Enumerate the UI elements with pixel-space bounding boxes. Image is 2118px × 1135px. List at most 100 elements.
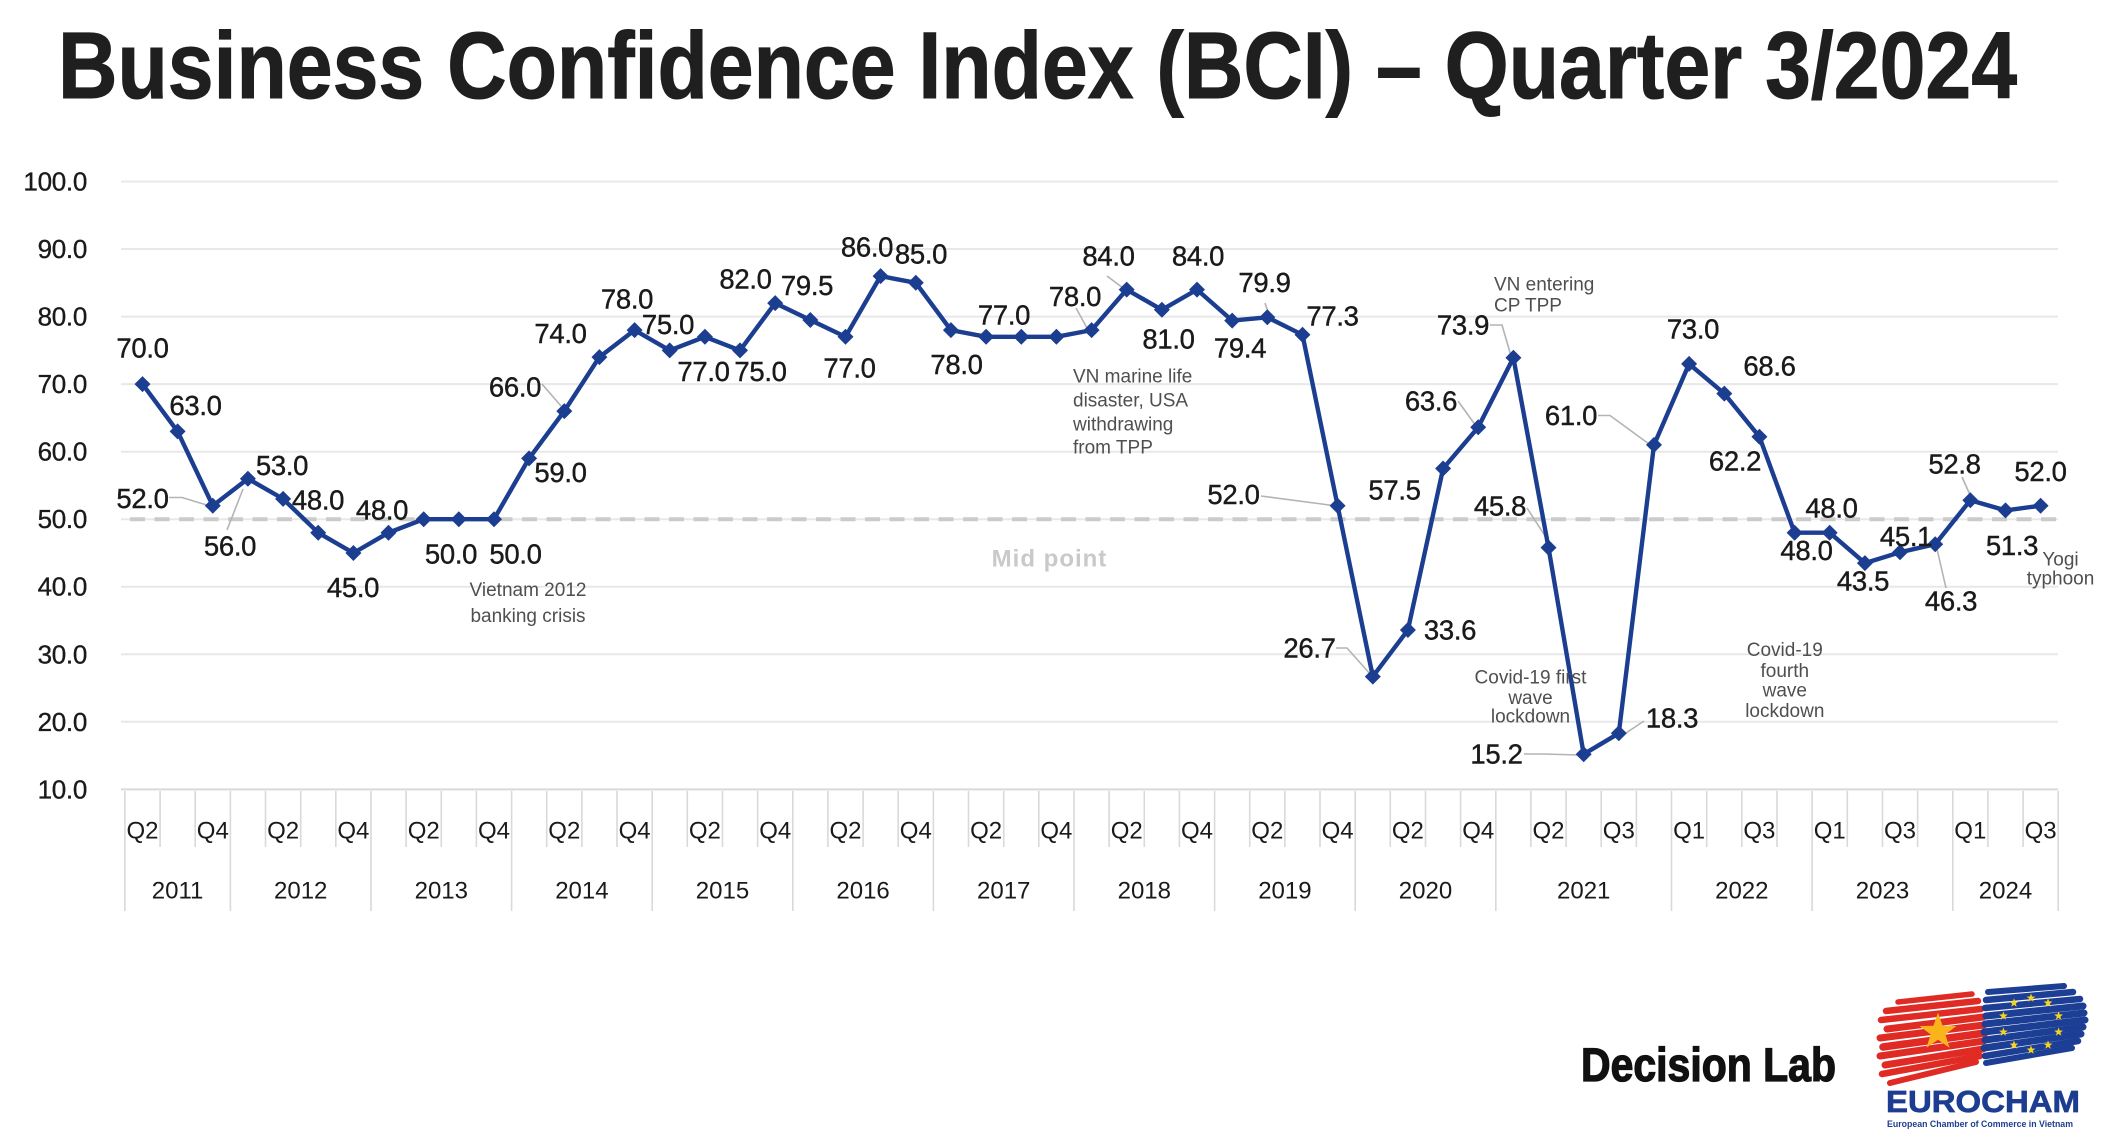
svg-text:15.2: 15.2 — [1470, 739, 1522, 770]
svg-text:60.0: 60.0 — [38, 437, 87, 467]
svg-text:Q3: Q3 — [1884, 818, 1916, 845]
svg-text:20.0: 20.0 — [38, 707, 87, 737]
svg-text:2017: 2017 — [977, 878, 1030, 905]
svg-text:from TPP: from TPP — [1073, 438, 1153, 459]
svg-text:Q3: Q3 — [2025, 818, 2057, 845]
svg-text:typhoon: typhoon — [2027, 569, 2095, 590]
svg-text:lockdown: lockdown — [1491, 707, 1570, 728]
svg-text:45.1: 45.1 — [1880, 521, 1932, 552]
svg-text:30.0: 30.0 — [38, 639, 87, 669]
svg-text:2022: 2022 — [1715, 878, 1768, 905]
svg-text:Q2: Q2 — [1111, 818, 1143, 845]
svg-text:Q4: Q4 — [1181, 818, 1213, 845]
svg-text:62.2: 62.2 — [1709, 446, 1761, 477]
svg-text:46.3: 46.3 — [1925, 586, 1977, 617]
svg-text:Q4: Q4 — [1462, 818, 1494, 845]
svg-text:48.0: 48.0 — [356, 495, 408, 526]
svg-text:73.9: 73.9 — [1437, 310, 1489, 341]
svg-text:Q2: Q2 — [1251, 818, 1283, 845]
svg-text:78.0: 78.0 — [601, 284, 653, 315]
svg-text:Q2: Q2 — [408, 818, 440, 845]
svg-text:CP TPP: CP TPP — [1494, 296, 1562, 317]
svg-text:Mid point: Mid point — [992, 546, 1108, 573]
svg-text:2018: 2018 — [1118, 878, 1171, 905]
svg-text:2019: 2019 — [1258, 878, 1311, 905]
svg-text:78.0: 78.0 — [1049, 281, 1101, 312]
svg-text:90.0: 90.0 — [38, 234, 87, 264]
svg-text:Q4: Q4 — [619, 818, 651, 845]
svg-text:2013: 2013 — [415, 878, 468, 905]
svg-text:Q4: Q4 — [197, 818, 229, 845]
svg-text:73.0: 73.0 — [1667, 314, 1719, 345]
svg-text:70.0: 70.0 — [116, 333, 168, 364]
svg-text:Vietnam 2012: Vietnam 2012 — [470, 580, 587, 601]
svg-text:2016: 2016 — [836, 878, 889, 905]
svg-text:77.3: 77.3 — [1306, 301, 1358, 332]
svg-text:EUROCHAM: EUROCHAM — [1886, 1084, 2080, 1119]
svg-text:51.3: 51.3 — [1986, 530, 2038, 561]
svg-text:79.9: 79.9 — [1238, 267, 1290, 298]
svg-text:Q4: Q4 — [478, 818, 510, 845]
svg-text:Q2: Q2 — [829, 818, 861, 845]
svg-text:Q2: Q2 — [689, 818, 721, 845]
svg-text:66.0: 66.0 — [489, 372, 541, 403]
svg-text:59.0: 59.0 — [534, 457, 586, 488]
svg-text:18.3: 18.3 — [1646, 703, 1698, 734]
svg-text:Business Confidence Index (BCI: Business Confidence Index (BCI) – Quarte… — [58, 13, 2017, 119]
svg-text:48.0: 48.0 — [1780, 535, 1832, 566]
svg-text:84.0: 84.0 — [1082, 241, 1134, 272]
svg-text:70.0: 70.0 — [38, 369, 87, 399]
svg-text:Q1: Q1 — [1673, 818, 1705, 845]
svg-text:79.5: 79.5 — [781, 270, 833, 301]
svg-text:Decision Lab: Decision Lab — [1581, 1038, 1836, 1091]
svg-text:56.0: 56.0 — [204, 531, 256, 562]
svg-text:lockdown: lockdown — [1745, 701, 1824, 722]
svg-text:78.0: 78.0 — [930, 349, 982, 380]
svg-text:63.6: 63.6 — [1405, 386, 1457, 417]
svg-text:Q2: Q2 — [548, 818, 580, 845]
svg-text:48.0: 48.0 — [292, 485, 344, 516]
svg-text:2021: 2021 — [1557, 878, 1610, 905]
svg-text:Covid-19: Covid-19 — [1747, 640, 1823, 661]
svg-text:2024: 2024 — [1979, 878, 2032, 905]
svg-text:European Chamber of Commerce i: European Chamber of Commerce in Vietnam — [1887, 1119, 2073, 1130]
svg-text:77.0: 77.0 — [823, 353, 875, 384]
svg-text:Q4: Q4 — [1322, 818, 1354, 845]
svg-text:Q3: Q3 — [1603, 818, 1635, 845]
svg-text:Q4: Q4 — [759, 818, 791, 845]
svg-text:wave: wave — [1507, 688, 1552, 709]
svg-text:77.0: 77.0 — [978, 300, 1030, 331]
svg-text:VN entering: VN entering — [1494, 275, 1594, 296]
svg-text:75.0: 75.0 — [734, 356, 786, 387]
svg-text:77.0: 77.0 — [677, 356, 729, 387]
svg-text:45.0: 45.0 — [327, 572, 379, 603]
svg-text:Q2: Q2 — [126, 818, 158, 845]
svg-text:2014: 2014 — [555, 878, 608, 905]
svg-text:26.7: 26.7 — [1283, 633, 1335, 664]
svg-text:50.0: 50.0 — [38, 504, 87, 534]
svg-text:57.5: 57.5 — [1368, 475, 1420, 506]
svg-text:100.0: 100.0 — [23, 167, 87, 197]
svg-text:withdrawing: withdrawing — [1072, 415, 1173, 436]
svg-text:Q2: Q2 — [1532, 818, 1564, 845]
svg-text:Q1: Q1 — [1954, 818, 1986, 845]
svg-text:Q2: Q2 — [970, 818, 1002, 845]
svg-text:84.0: 84.0 — [1172, 241, 1224, 272]
svg-text:2023: 2023 — [1856, 878, 1909, 905]
svg-text:79.4: 79.4 — [1214, 333, 1266, 364]
svg-text:52.0: 52.0 — [1207, 479, 1259, 510]
svg-text:VN marine life: VN marine life — [1073, 367, 1192, 388]
svg-text:63.0: 63.0 — [169, 390, 221, 421]
svg-text:Q4: Q4 — [337, 818, 369, 845]
svg-text:2015: 2015 — [696, 878, 749, 905]
svg-text:74.0: 74.0 — [534, 318, 586, 349]
svg-text:52.8: 52.8 — [1928, 449, 1980, 480]
svg-text:45.8: 45.8 — [1474, 491, 1526, 522]
svg-text:68.6: 68.6 — [1743, 351, 1795, 382]
svg-text:2020: 2020 — [1399, 878, 1452, 905]
svg-text:10.0: 10.0 — [38, 774, 87, 804]
svg-text:75.0: 75.0 — [642, 309, 694, 340]
svg-text:Q4: Q4 — [1040, 818, 1072, 845]
svg-text:2011: 2011 — [152, 878, 204, 905]
svg-text:50.0: 50.0 — [489, 539, 541, 570]
